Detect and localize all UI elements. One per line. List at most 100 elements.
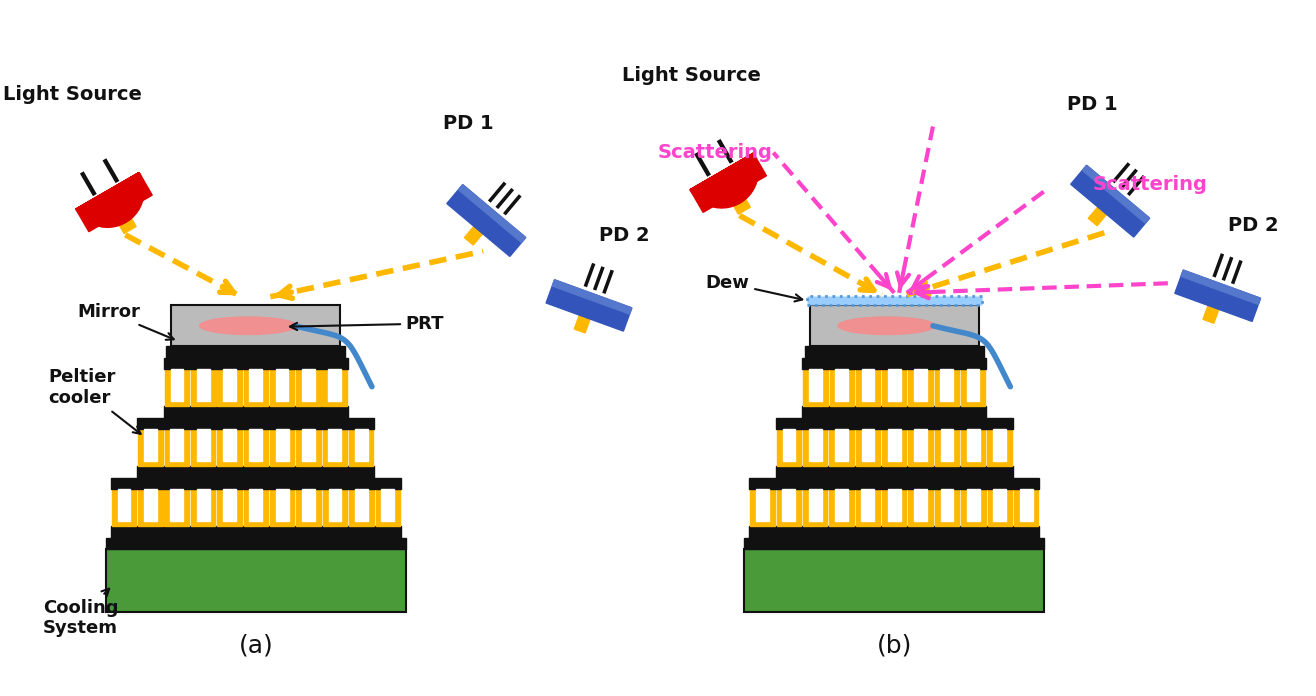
FancyBboxPatch shape bbox=[908, 370, 933, 406]
FancyBboxPatch shape bbox=[941, 429, 953, 461]
FancyBboxPatch shape bbox=[1013, 489, 1038, 526]
FancyBboxPatch shape bbox=[111, 526, 401, 537]
FancyBboxPatch shape bbox=[349, 489, 374, 526]
FancyBboxPatch shape bbox=[862, 429, 874, 461]
Ellipse shape bbox=[200, 317, 296, 335]
FancyBboxPatch shape bbox=[276, 429, 288, 461]
FancyBboxPatch shape bbox=[803, 370, 828, 406]
Polygon shape bbox=[458, 184, 525, 243]
FancyBboxPatch shape bbox=[224, 429, 236, 461]
FancyBboxPatch shape bbox=[994, 489, 1007, 521]
FancyBboxPatch shape bbox=[915, 370, 926, 401]
FancyBboxPatch shape bbox=[349, 429, 374, 466]
Polygon shape bbox=[76, 173, 143, 228]
Polygon shape bbox=[1175, 270, 1261, 322]
FancyBboxPatch shape bbox=[191, 370, 216, 406]
FancyBboxPatch shape bbox=[382, 489, 395, 521]
FancyBboxPatch shape bbox=[111, 477, 401, 489]
FancyBboxPatch shape bbox=[775, 418, 1013, 429]
FancyBboxPatch shape bbox=[855, 489, 880, 526]
FancyBboxPatch shape bbox=[329, 429, 341, 461]
FancyBboxPatch shape bbox=[217, 429, 242, 466]
FancyBboxPatch shape bbox=[934, 370, 959, 406]
FancyBboxPatch shape bbox=[138, 489, 163, 526]
FancyBboxPatch shape bbox=[829, 370, 854, 406]
FancyBboxPatch shape bbox=[805, 346, 984, 358]
FancyBboxPatch shape bbox=[809, 370, 822, 401]
Text: Mirror: Mirror bbox=[76, 303, 174, 340]
FancyBboxPatch shape bbox=[775, 466, 1013, 477]
FancyBboxPatch shape bbox=[836, 429, 848, 461]
Polygon shape bbox=[1082, 166, 1150, 223]
Ellipse shape bbox=[838, 317, 934, 335]
FancyBboxPatch shape bbox=[191, 429, 216, 466]
FancyBboxPatch shape bbox=[243, 429, 268, 466]
Text: Cooling
System: Cooling System bbox=[43, 589, 118, 638]
Polygon shape bbox=[1180, 270, 1261, 304]
FancyBboxPatch shape bbox=[296, 429, 321, 466]
FancyBboxPatch shape bbox=[783, 429, 795, 461]
Polygon shape bbox=[465, 226, 483, 245]
FancyBboxPatch shape bbox=[105, 549, 405, 612]
Polygon shape bbox=[574, 315, 590, 333]
FancyBboxPatch shape bbox=[836, 489, 848, 521]
FancyBboxPatch shape bbox=[836, 370, 848, 401]
FancyBboxPatch shape bbox=[301, 370, 315, 401]
FancyBboxPatch shape bbox=[782, 489, 795, 521]
FancyBboxPatch shape bbox=[809, 306, 979, 346]
FancyBboxPatch shape bbox=[1020, 489, 1033, 521]
FancyBboxPatch shape bbox=[749, 477, 1040, 489]
FancyBboxPatch shape bbox=[941, 370, 953, 401]
FancyBboxPatch shape bbox=[137, 466, 374, 477]
FancyBboxPatch shape bbox=[941, 489, 954, 521]
FancyBboxPatch shape bbox=[809, 489, 821, 521]
FancyBboxPatch shape bbox=[915, 489, 926, 521]
FancyBboxPatch shape bbox=[355, 429, 367, 461]
FancyBboxPatch shape bbox=[243, 370, 268, 406]
FancyBboxPatch shape bbox=[803, 429, 828, 466]
FancyBboxPatch shape bbox=[164, 358, 347, 370]
Text: Scattering: Scattering bbox=[1092, 175, 1208, 194]
Polygon shape bbox=[690, 153, 766, 212]
FancyBboxPatch shape bbox=[888, 489, 900, 521]
Polygon shape bbox=[553, 280, 632, 314]
FancyBboxPatch shape bbox=[164, 489, 190, 526]
FancyBboxPatch shape bbox=[908, 489, 933, 526]
FancyBboxPatch shape bbox=[375, 489, 400, 526]
FancyBboxPatch shape bbox=[888, 370, 900, 401]
Text: Light Source: Light Source bbox=[621, 66, 761, 85]
FancyBboxPatch shape bbox=[196, 489, 209, 521]
FancyBboxPatch shape bbox=[809, 429, 821, 461]
Polygon shape bbox=[447, 184, 525, 256]
FancyBboxPatch shape bbox=[908, 429, 933, 466]
Text: Light Source: Light Source bbox=[3, 85, 142, 104]
FancyBboxPatch shape bbox=[967, 489, 980, 521]
Text: Peltier
cooler: Peltier cooler bbox=[47, 368, 141, 434]
FancyBboxPatch shape bbox=[171, 370, 183, 401]
FancyBboxPatch shape bbox=[243, 489, 268, 526]
FancyBboxPatch shape bbox=[170, 489, 183, 521]
Polygon shape bbox=[76, 173, 153, 232]
FancyBboxPatch shape bbox=[807, 296, 982, 306]
Polygon shape bbox=[546, 280, 632, 331]
FancyBboxPatch shape bbox=[829, 489, 854, 526]
FancyBboxPatch shape bbox=[164, 406, 347, 418]
FancyBboxPatch shape bbox=[137, 418, 374, 429]
FancyBboxPatch shape bbox=[803, 358, 986, 370]
FancyBboxPatch shape bbox=[217, 370, 242, 406]
FancyBboxPatch shape bbox=[862, 370, 874, 401]
FancyBboxPatch shape bbox=[776, 489, 801, 526]
Text: PD 1: PD 1 bbox=[1067, 95, 1117, 114]
Text: PD 1: PD 1 bbox=[443, 114, 494, 133]
FancyBboxPatch shape bbox=[329, 489, 341, 521]
FancyBboxPatch shape bbox=[296, 370, 321, 406]
FancyBboxPatch shape bbox=[117, 489, 130, 521]
FancyBboxPatch shape bbox=[303, 489, 315, 521]
Text: (b): (b) bbox=[876, 634, 912, 658]
FancyBboxPatch shape bbox=[882, 429, 907, 466]
FancyBboxPatch shape bbox=[322, 429, 347, 466]
FancyBboxPatch shape bbox=[803, 406, 986, 418]
Polygon shape bbox=[1203, 306, 1219, 323]
FancyBboxPatch shape bbox=[750, 489, 775, 526]
FancyBboxPatch shape bbox=[270, 370, 295, 406]
